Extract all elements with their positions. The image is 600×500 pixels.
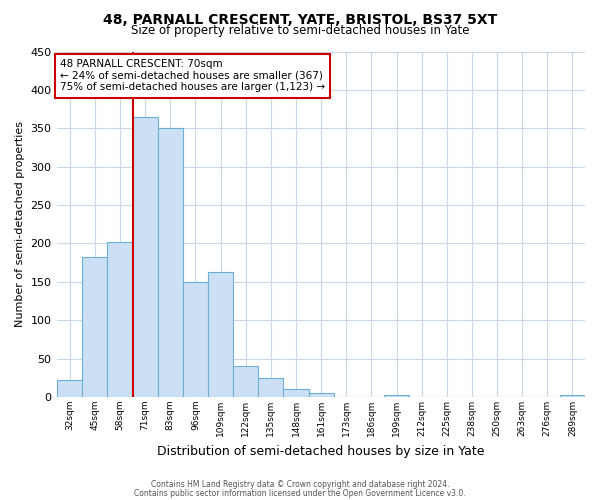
Bar xyxy=(258,378,283,397)
Bar xyxy=(183,282,208,397)
Text: 48, PARNALL CRESCENT, YATE, BRISTOL, BS37 5XT: 48, PARNALL CRESCENT, YATE, BRISTOL, BS3… xyxy=(103,12,497,26)
Bar xyxy=(308,393,334,397)
Bar xyxy=(158,128,183,397)
X-axis label: Distribution of semi-detached houses by size in Yate: Distribution of semi-detached houses by … xyxy=(157,444,485,458)
Text: Contains HM Land Registry data © Crown copyright and database right 2024.: Contains HM Land Registry data © Crown c… xyxy=(151,480,449,489)
Bar xyxy=(384,394,409,397)
Bar xyxy=(283,390,308,397)
Y-axis label: Number of semi-detached properties: Number of semi-detached properties xyxy=(15,122,25,328)
Text: 48 PARNALL CRESCENT: 70sqm
← 24% of semi-detached houses are smaller (367)
75% o: 48 PARNALL CRESCENT: 70sqm ← 24% of semi… xyxy=(60,59,325,92)
Bar xyxy=(560,396,585,397)
Bar xyxy=(57,380,82,397)
Bar xyxy=(133,117,158,397)
Bar xyxy=(82,256,107,397)
Bar xyxy=(107,242,133,397)
Bar xyxy=(208,272,233,397)
Text: Size of property relative to semi-detached houses in Yate: Size of property relative to semi-detach… xyxy=(131,24,469,37)
Text: Contains public sector information licensed under the Open Government Licence v3: Contains public sector information licen… xyxy=(134,488,466,498)
Bar xyxy=(233,366,258,397)
